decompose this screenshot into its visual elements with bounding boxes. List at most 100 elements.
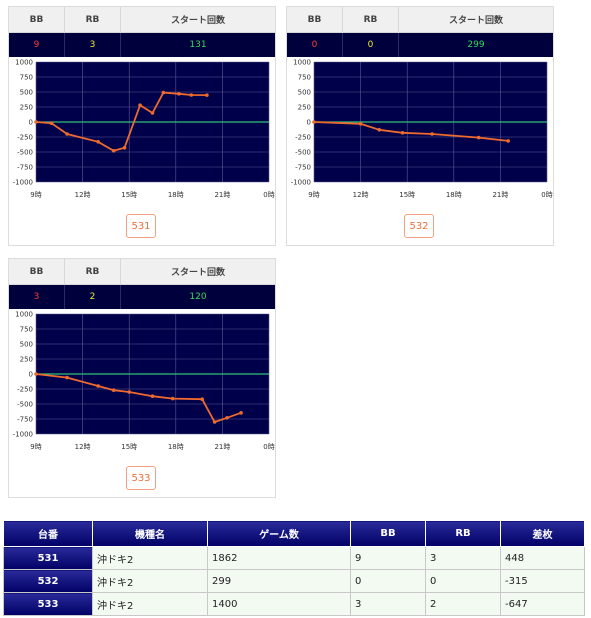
data-point bbox=[96, 384, 100, 388]
bb-value: 9 bbox=[9, 33, 65, 57]
rb-cell: 2 bbox=[425, 592, 501, 616]
summary-header-row: 台番 機種名 ゲーム数 BB RB 差枚 bbox=[3, 520, 585, 547]
rb-cell: 3 bbox=[425, 546, 501, 570]
rb-header: RB bbox=[65, 7, 121, 32]
y-tick-label: 500 bbox=[20, 341, 33, 349]
data-point bbox=[170, 396, 175, 401]
y-tick-label: 0 bbox=[29, 371, 33, 379]
y-tick-label: -1000 bbox=[13, 431, 33, 439]
x-tick-label: 9時 bbox=[30, 443, 41, 451]
col-game-count: ゲーム数 bbox=[207, 520, 351, 547]
y-tick-label: 500 bbox=[20, 89, 33, 97]
data-point bbox=[34, 372, 38, 376]
data-point bbox=[138, 103, 142, 107]
y-tick-label: 750 bbox=[20, 74, 33, 82]
data-point bbox=[34, 120, 38, 124]
x-tick-label: 18時 bbox=[168, 191, 184, 199]
y-tick-label: 1000 bbox=[15, 311, 33, 319]
data-point bbox=[506, 139, 510, 143]
model-name-cell: 沖ドキ2 bbox=[92, 546, 208, 570]
data-point bbox=[49, 121, 54, 125]
x-tick-label: 21時 bbox=[214, 191, 230, 199]
machine-no-cell[interactable]: 533 bbox=[3, 592, 93, 616]
bb-header: BB bbox=[9, 259, 65, 284]
game-count-cell: 1400 bbox=[207, 592, 351, 616]
x-tick-label: 15時 bbox=[399, 191, 415, 199]
machine-no-cell[interactable]: 532 bbox=[3, 569, 93, 593]
y-tick-label: 250 bbox=[20, 356, 33, 364]
data-point bbox=[205, 93, 209, 97]
data-point bbox=[358, 122, 363, 126]
x-tick-label: 12時 bbox=[75, 443, 91, 451]
game-count-cell: 299 bbox=[207, 569, 351, 593]
start-count-value: 131 bbox=[189, 40, 207, 50]
start-count-value: 120 bbox=[189, 292, 207, 302]
x-tick-label: 9時 bbox=[30, 191, 41, 199]
x-tick-label: 15時 bbox=[121, 443, 137, 451]
payout-chart: 1000 750 500 250 0 -250 -500 -750 -1000 9時 12時 15時 1… bbox=[291, 59, 553, 199]
y-tick-label: 0 bbox=[29, 119, 33, 127]
data-point bbox=[65, 132, 69, 136]
machine-532-button[interactable]: 532 bbox=[404, 214, 434, 238]
diff-cell: -647 bbox=[500, 592, 585, 616]
x-tick-label: 0時 bbox=[263, 443, 274, 451]
model-name-cell: 沖ドキ2 bbox=[92, 569, 208, 593]
data-point bbox=[122, 146, 127, 150]
col-model-name: 機種名 bbox=[92, 520, 208, 547]
data-point bbox=[312, 120, 316, 124]
start-count-header: スタート回数 bbox=[448, 16, 503, 26]
rb-cell: 0 bbox=[425, 569, 501, 593]
rb-value: 2 bbox=[65, 285, 121, 309]
y-tick-label: 1000 bbox=[15, 59, 33, 67]
y-tick-label: -1000 bbox=[13, 179, 33, 187]
diff-cell: 448 bbox=[500, 546, 585, 570]
y-tick-label: -250 bbox=[295, 134, 311, 142]
y-tick-label: -750 bbox=[17, 164, 33, 172]
x-tick-label: 15時 bbox=[121, 191, 137, 199]
y-tick-label: 1000 bbox=[293, 59, 311, 67]
y-tick-label: -500 bbox=[295, 149, 311, 157]
x-tick-label: 18時 bbox=[446, 191, 462, 199]
machine-533-button[interactable]: 533 bbox=[126, 466, 156, 490]
data-point bbox=[96, 140, 100, 144]
bb-cell: 9 bbox=[350, 546, 426, 570]
y-tick-label: 250 bbox=[298, 104, 311, 112]
y-tick-label: -750 bbox=[17, 416, 33, 424]
y-tick-label: -1000 bbox=[291, 179, 311, 187]
y-tick-label: -250 bbox=[17, 134, 33, 142]
slot-card-531: BB RB スタート回数 9 3 131 1000 750 500 250 0 -250 -… bbox=[8, 6, 276, 246]
y-tick-label: 250 bbox=[20, 104, 33, 112]
bb-cell: 0 bbox=[350, 569, 426, 593]
x-tick-label: 21時 bbox=[492, 191, 508, 199]
col-rb: RB bbox=[425, 520, 501, 547]
stats-table: BB RB スタート回数 9 3 131 bbox=[9, 7, 275, 57]
x-tick-label: 21時 bbox=[214, 443, 230, 451]
bb-value: 0 bbox=[287, 33, 343, 57]
machine-531-button[interactable]: 531 bbox=[126, 214, 156, 238]
x-tick-label: 0時 bbox=[263, 191, 274, 199]
bb-value: 3 bbox=[9, 285, 65, 309]
x-tick-label: 18時 bbox=[168, 443, 184, 451]
start-count-header: スタート回数 bbox=[170, 16, 225, 26]
data-point bbox=[377, 128, 382, 132]
payout-chart: 1000 750 500 250 0 -250 -500 -750 -1000 9時 12時 15時 1… bbox=[13, 311, 275, 451]
model-name-cell: 沖ドキ2 bbox=[92, 592, 208, 616]
table-row: 532 沖ドキ2 299 0 0 -315 bbox=[3, 569, 585, 593]
col-machine-no: 台番 bbox=[3, 520, 93, 547]
machine-no-cell[interactable]: 531 bbox=[3, 546, 93, 570]
data-point bbox=[476, 135, 481, 140]
stats-table: BB RB スタート回数 3 2 120 bbox=[9, 259, 275, 309]
x-tick-label: 0時 bbox=[541, 191, 552, 199]
table-row: 531 沖ドキ2 1862 9 3 448 bbox=[3, 546, 585, 570]
y-tick-label: -500 bbox=[17, 401, 33, 409]
rb-value: 3 bbox=[65, 33, 121, 57]
data-point bbox=[150, 111, 155, 115]
start-count-value: 299 bbox=[467, 40, 485, 50]
rb-header: RB bbox=[65, 259, 121, 284]
bb-header: BB bbox=[9, 7, 65, 32]
data-point bbox=[161, 90, 166, 95]
bb-header: BB bbox=[287, 7, 343, 32]
y-tick-label: 750 bbox=[298, 74, 311, 82]
data-point bbox=[65, 375, 69, 380]
col-bb: BB bbox=[350, 520, 426, 547]
